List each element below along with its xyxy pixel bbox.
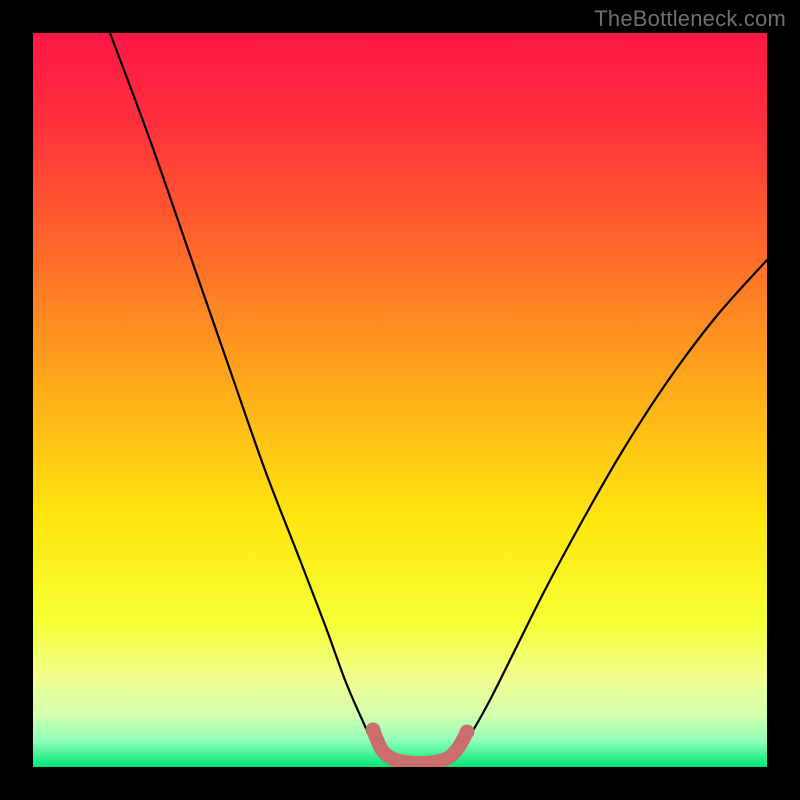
valley-endpoint-dot (366, 723, 381, 738)
bottleneck-chart (0, 0, 800, 800)
chart-container: TheBottleneck.com (0, 0, 800, 800)
valley-endpoint-dot (460, 725, 475, 740)
watermark-text: TheBottleneck.com (594, 6, 786, 32)
plot-background (33, 33, 767, 767)
